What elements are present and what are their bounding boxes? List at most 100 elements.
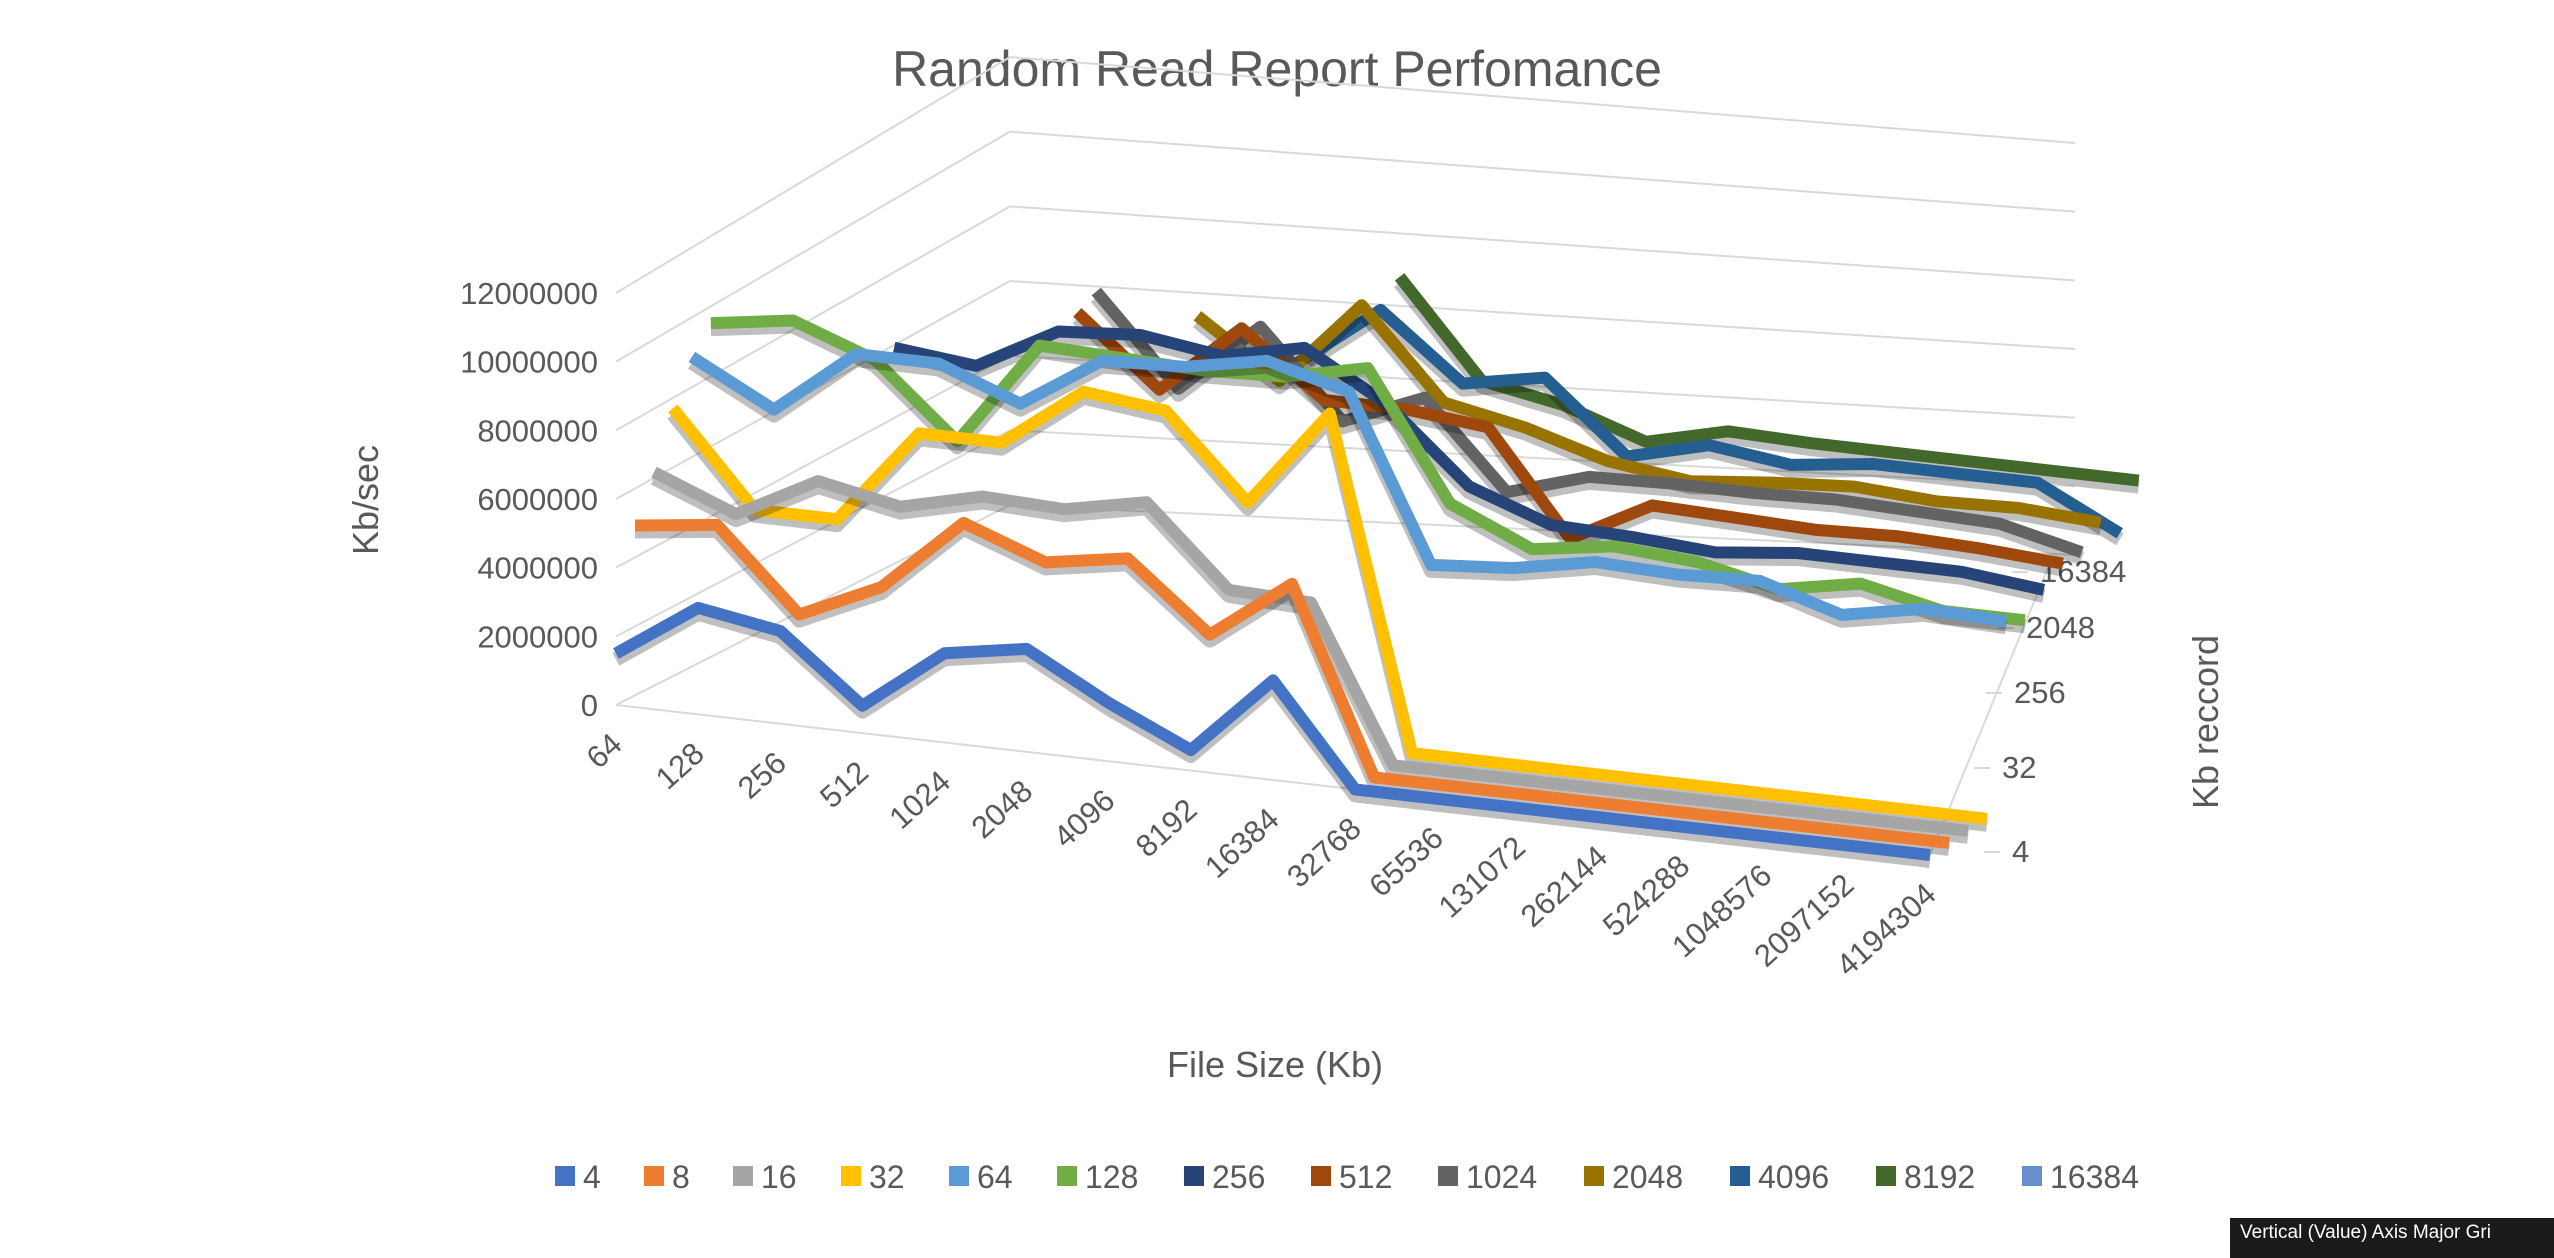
legend-item-256[interactable]: 256	[1184, 1159, 1265, 1195]
gridline-side	[615, 130, 1011, 363]
legend-label: 8	[672, 1159, 690, 1195]
series-path	[1193, 299, 2102, 529]
gridline-back	[1009, 205, 2076, 282]
series-line-16[interactable]	[650, 466, 1969, 844]
y-axis-title: Kb/sec	[345, 445, 386, 555]
series-line-8192[interactable]	[1394, 273, 2140, 494]
z-axis-title: Kb reccord	[2185, 635, 2226, 809]
legend-swatch	[1184, 1166, 1204, 1186]
legend-label: 32	[869, 1159, 905, 1195]
series-path	[1073, 308, 2064, 570]
series-line-1024[interactable]	[1090, 287, 2085, 565]
y-tick-label: 10000000	[460, 345, 598, 380]
series-line-8[interactable]	[634, 516, 1950, 856]
x-tick-label: 512	[813, 754, 875, 815]
legend-label: 16384	[2050, 1159, 2139, 1195]
gridline-back	[1009, 504, 2076, 556]
x-axis-title: File Size (Kb)	[1167, 1044, 1383, 1085]
series-lines	[612, 273, 2140, 868]
series-line-128[interactable]	[710, 314, 2026, 634]
legend-item-64[interactable]: 64	[949, 1159, 1013, 1195]
x-tick-label: 16384	[1198, 801, 1285, 885]
legend-item-4[interactable]: 4	[555, 1159, 601, 1195]
legend-item-1024[interactable]: 1024	[1438, 1159, 1537, 1195]
series-path	[1394, 273, 2140, 487]
gridline-back	[1009, 56, 2076, 144]
legend-swatch	[1584, 1166, 1604, 1186]
series-path	[651, 466, 1969, 837]
series-line-4[interactable]	[612, 601, 1931, 868]
legend-swatch	[733, 1166, 753, 1186]
legend-swatch	[555, 1166, 575, 1186]
legend-swatch	[1311, 1166, 1331, 1186]
series-line-4096[interactable]	[1294, 303, 2124, 546]
z-tick-label: 32	[2002, 750, 2036, 785]
legend-item-16[interactable]: 16	[733, 1159, 797, 1195]
legend-item-32[interactable]: 32	[841, 1159, 905, 1195]
legend-label: 16	[761, 1159, 797, 1195]
y-tick-label: 2000000	[477, 619, 598, 654]
chart-title: Random Read Report Perfomance	[892, 41, 1662, 97]
series-path	[668, 385, 1988, 825]
gridline-side	[615, 205, 1011, 432]
z-axis-line	[1929, 567, 2049, 856]
series-path	[892, 325, 2046, 596]
legend-swatch	[949, 1166, 969, 1186]
legend-label: 512	[1339, 1159, 1392, 1195]
series-line-256[interactable]	[892, 325, 2046, 603]
series-path	[613, 601, 1931, 861]
gridline-back	[1009, 130, 2076, 213]
x-tick-label: 2048	[965, 773, 1040, 845]
y-tick-label: 6000000	[477, 482, 598, 517]
x-tick-label: 65536	[1362, 820, 1449, 904]
tooltip: Vertical (Value) Axis Major Gri	[2230, 1218, 2554, 1258]
legend-swatch	[2022, 1166, 2042, 1186]
legend-label: 128	[1085, 1159, 1138, 1195]
legend-item-8[interactable]: 8	[644, 1159, 690, 1195]
series-line-32[interactable]	[667, 385, 1988, 832]
legend-label: 256	[1212, 1159, 1265, 1195]
legend-label: 1024	[1466, 1159, 1537, 1195]
gridline-back	[1009, 280, 2076, 350]
series-path	[1091, 287, 2084, 558]
legend-item-8192[interactable]: 8192	[1876, 1159, 1975, 1195]
x-tick-label: 1024	[883, 764, 958, 836]
series-path	[1295, 303, 2123, 539]
y-tick-label: 8000000	[477, 413, 598, 448]
x-tick-label: 32768	[1280, 811, 1367, 895]
series-path	[710, 314, 2026, 627]
gridline-side	[615, 354, 1011, 569]
y-tick-label: 4000000	[477, 551, 598, 586]
legend-item-4096[interactable]: 4096	[1730, 1159, 1829, 1195]
z-tick-label: 4	[2012, 834, 2029, 869]
legend-swatch	[1438, 1166, 1458, 1186]
legend-item-16384[interactable]: 16384	[2022, 1159, 2139, 1195]
legend-label: 4	[583, 1159, 601, 1195]
legend-swatch	[1057, 1166, 1077, 1186]
x-tick-label: 128	[649, 736, 711, 797]
legend-swatch	[841, 1166, 861, 1186]
gridline-side	[615, 56, 1011, 294]
legend-swatch	[1876, 1166, 1896, 1186]
z-tick-label: 256	[2014, 675, 2066, 710]
legend-label: 4096	[1758, 1159, 1829, 1195]
x-tick-label: 64	[580, 726, 629, 775]
legend-item-2048[interactable]: 2048	[1584, 1159, 1683, 1195]
gridline-side	[615, 429, 1011, 638]
legend-label: 8192	[1904, 1159, 1975, 1195]
legend-swatch	[1730, 1166, 1750, 1186]
y-tick-label: 12000000	[460, 276, 598, 311]
legend-item-512[interactable]: 512	[1311, 1159, 1392, 1195]
x-tick-label: 8192	[1129, 792, 1204, 864]
series-path	[634, 516, 1950, 849]
legend-label: 2048	[1612, 1159, 1683, 1195]
y-tick-label: 0	[581, 688, 598, 723]
legend-label: 64	[977, 1159, 1013, 1195]
series-line-64[interactable]	[688, 348, 2007, 635]
x-tick-label: 4096	[1047, 782, 1122, 854]
legend[interactable]: 4 8 16 32 64 128 256 512 1024 2048 4096 8192 16384	[555, 1159, 2139, 1195]
legend-item-128[interactable]: 128	[1057, 1159, 1138, 1195]
legend-swatch	[644, 1166, 664, 1186]
